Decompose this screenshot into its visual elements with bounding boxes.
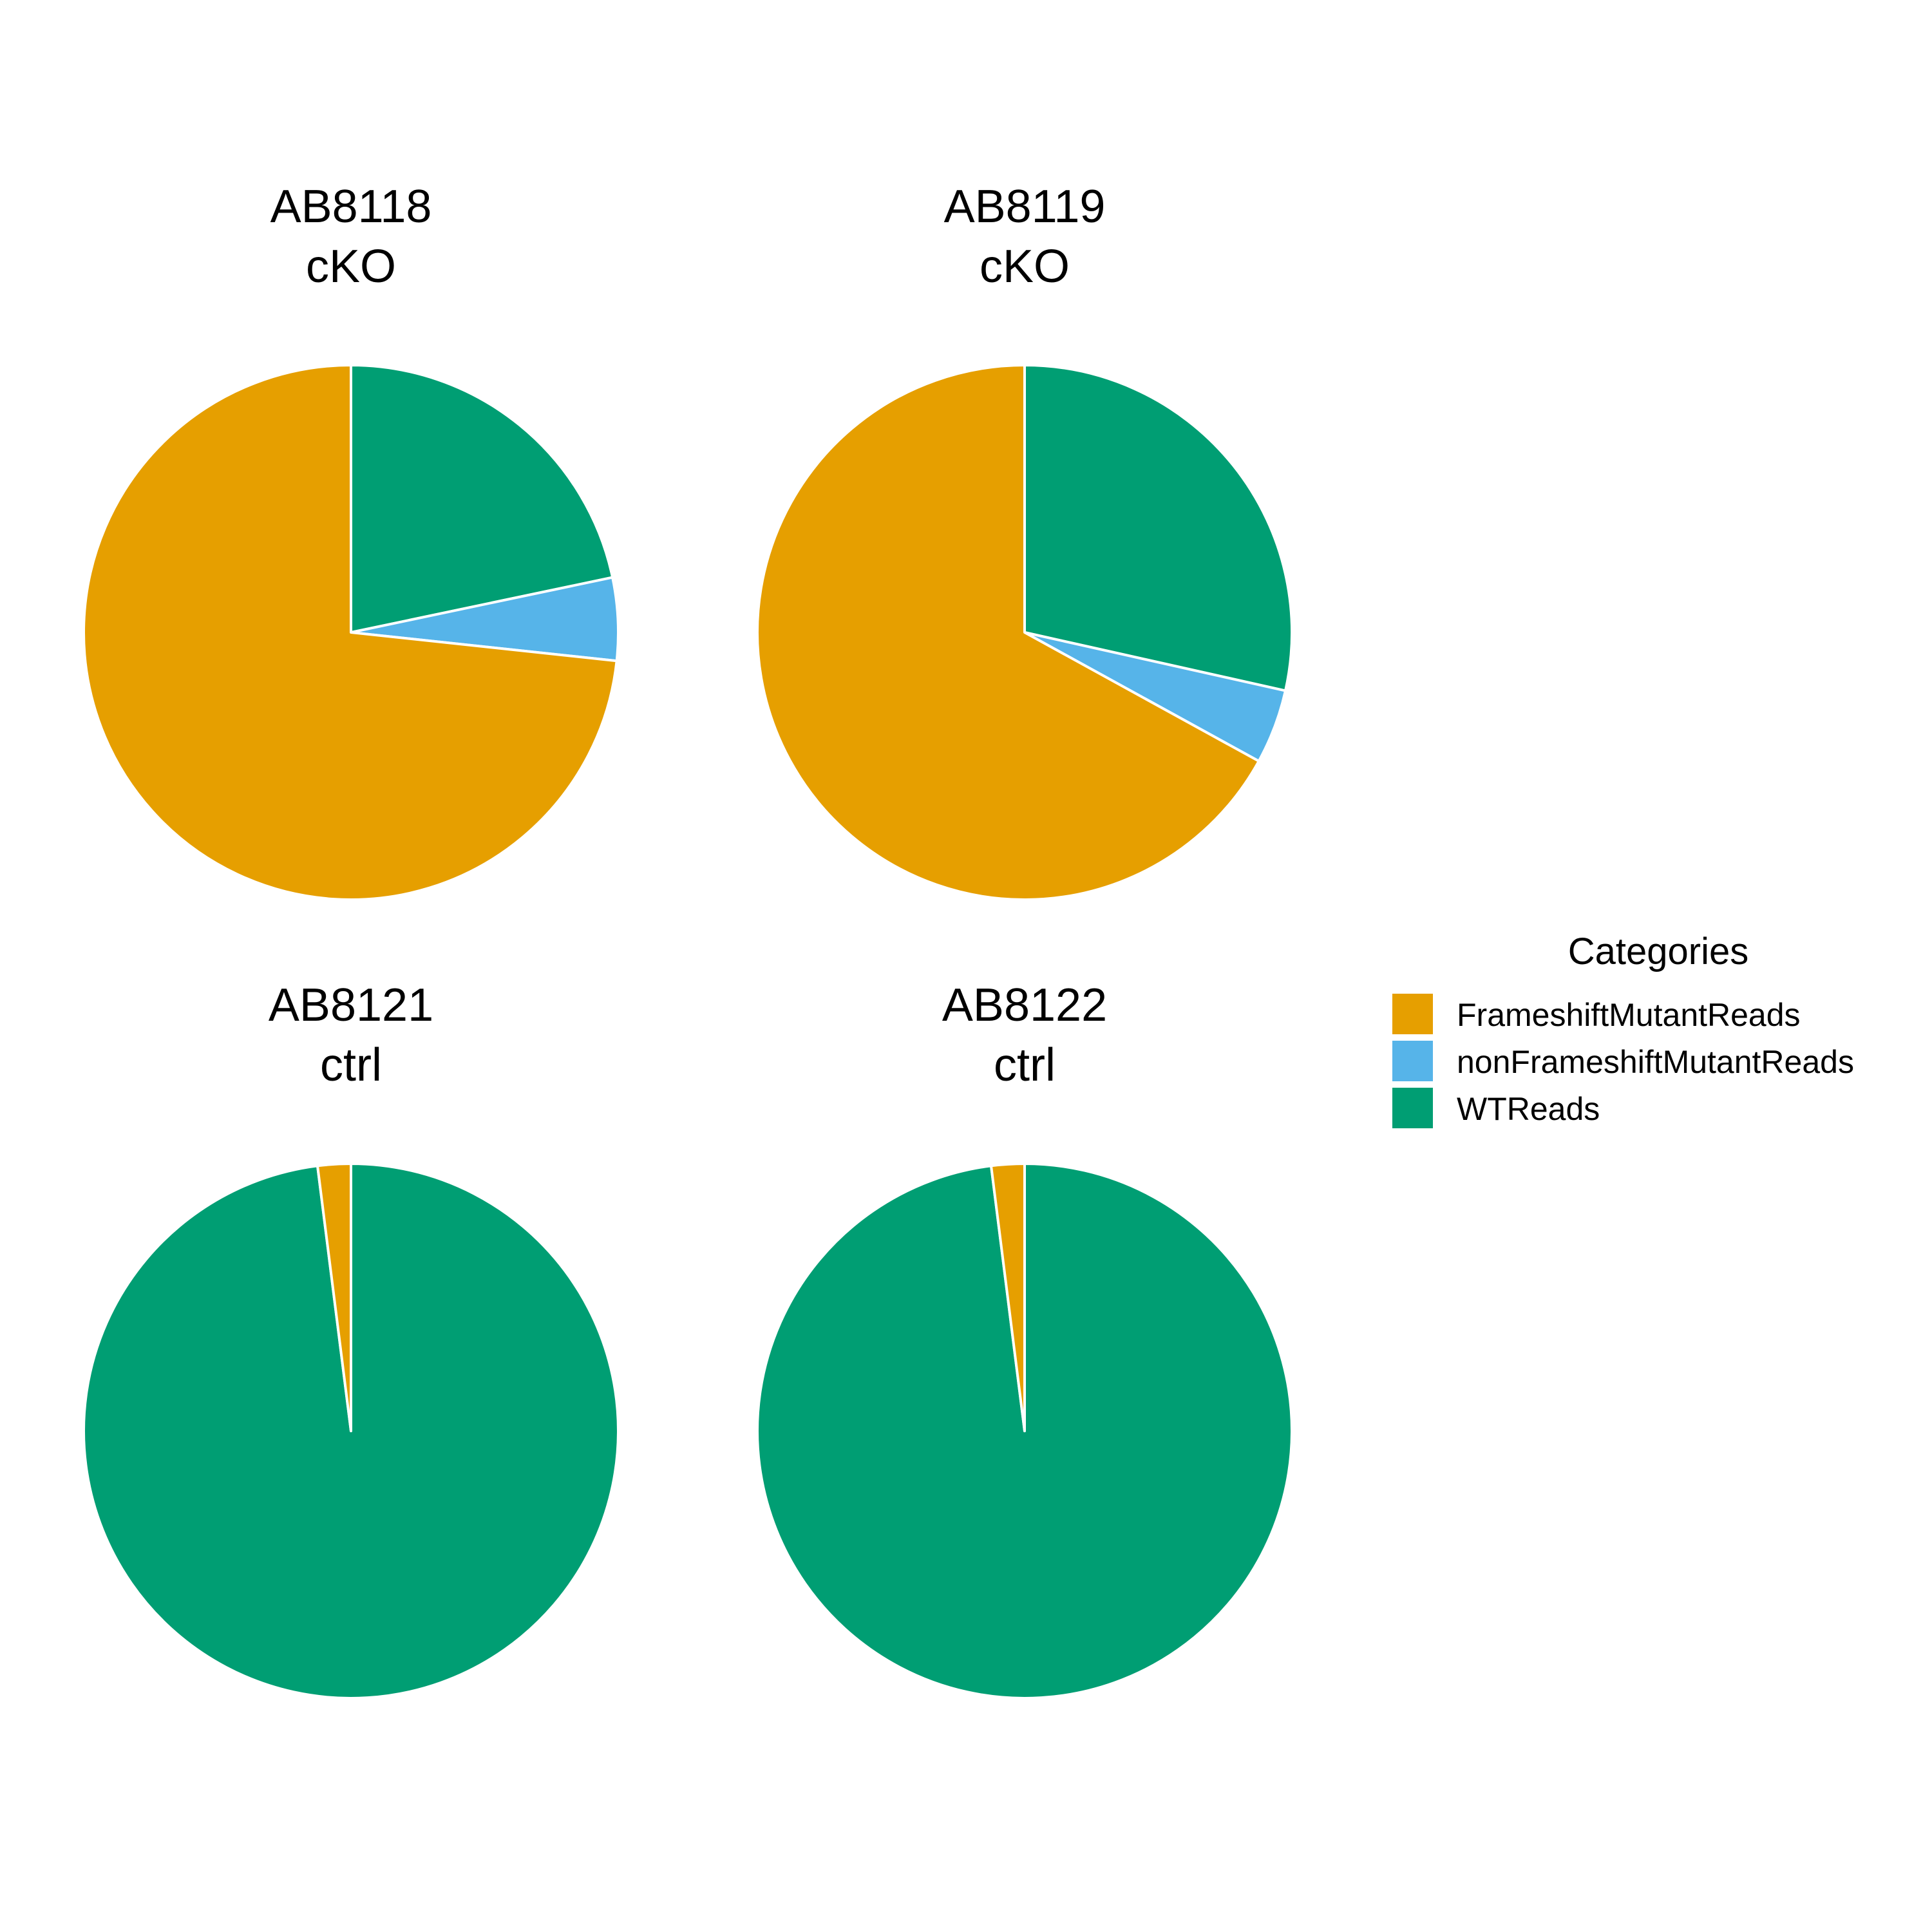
pie-ab8118 xyxy=(82,364,620,901)
pie-slice-wt xyxy=(1023,364,1293,692)
panel-ab8121: AB8121 ctrl xyxy=(82,980,620,1700)
panel-ab8119: AB8119 cKO xyxy=(756,181,1293,901)
panel-ab8122: AB8122 ctrl xyxy=(756,980,1293,1700)
panel-title-line2: ctrl xyxy=(994,1039,1056,1091)
panel-title-line1: AB8121 xyxy=(269,980,433,1031)
legend-title: Categories xyxy=(1568,931,1748,972)
panel-title-line1: AB8119 xyxy=(944,181,1106,232)
pie-ab8122 xyxy=(756,1162,1293,1700)
legend-swatch-wt xyxy=(1392,1088,1433,1128)
pie-ab8119 xyxy=(756,364,1293,901)
pie-slice-wt xyxy=(350,364,614,634)
pie-ab8121 xyxy=(82,1162,620,1700)
pie-slice-frameshift xyxy=(316,1162,352,1432)
legend: Categories FrameshiftMutantReads nonFram… xyxy=(1392,931,1854,1128)
legend-label-wt: WTReads xyxy=(1457,1091,1600,1127)
legend-label-nonframeshift: nonFrameshiftMutantReads xyxy=(1457,1044,1854,1080)
panel-title-line1: AB8122 xyxy=(942,980,1107,1031)
pie-slice-frameshift xyxy=(756,364,1260,901)
panel-title-line1: AB8118 xyxy=(270,181,432,232)
panel-title-line2: cKO xyxy=(980,241,1070,292)
legend-label-frameshift: FrameshiftMutantReads xyxy=(1457,997,1801,1033)
panel-ab8118: AB8118 cKO xyxy=(82,181,620,901)
legend-swatch-frameshift xyxy=(1392,994,1433,1034)
panel-title-line2: ctrl xyxy=(320,1039,382,1091)
legend-swatch-nonframeshift xyxy=(1392,1041,1433,1081)
pie-slice-frameshift xyxy=(82,364,618,901)
pie-slice-frameshift xyxy=(989,1162,1026,1432)
panel-title-line2: cKO xyxy=(306,241,396,292)
